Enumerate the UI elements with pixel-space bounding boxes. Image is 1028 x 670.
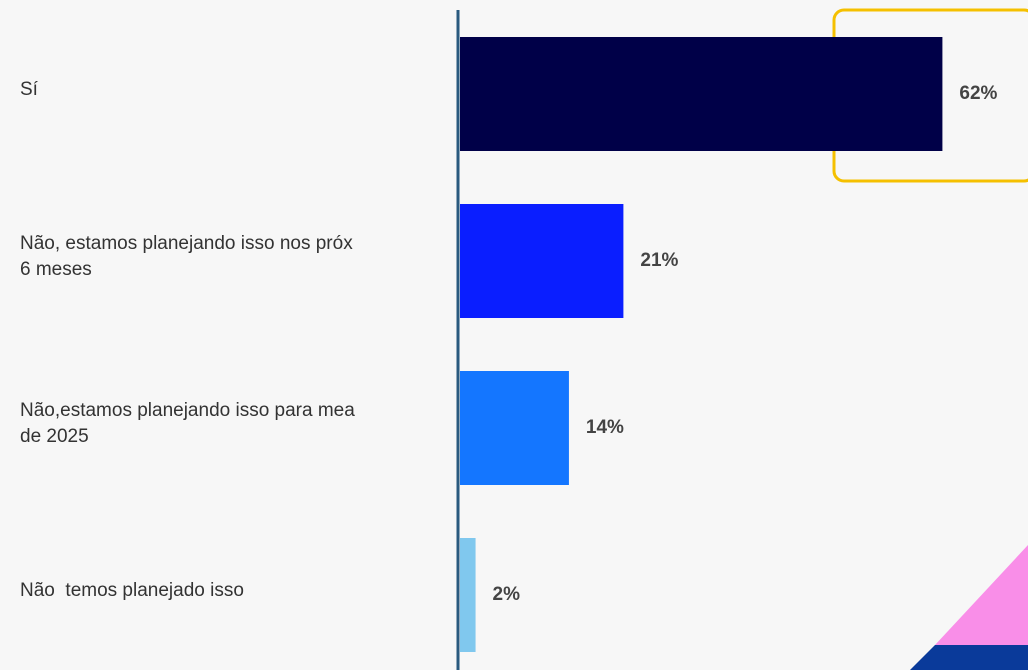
bar — [460, 538, 476, 652]
category-label: Não temos planejado isso — [20, 580, 244, 601]
value-label: 2% — [493, 584, 521, 605]
decor-blue — [910, 645, 1028, 670]
decor-pink — [935, 545, 1028, 645]
category-label: Sí — [20, 79, 38, 100]
bar — [460, 204, 624, 318]
bar — [460, 37, 943, 151]
category-label: Não,estamos planejando isso para mea de … — [20, 400, 355, 447]
value-label: 62% — [959, 83, 997, 104]
category-label: Não, estamos planejando isso nos próx 6 … — [20, 233, 353, 280]
value-label: 14% — [586, 417, 624, 438]
value-label: 21% — [640, 250, 678, 271]
bar — [460, 371, 569, 485]
